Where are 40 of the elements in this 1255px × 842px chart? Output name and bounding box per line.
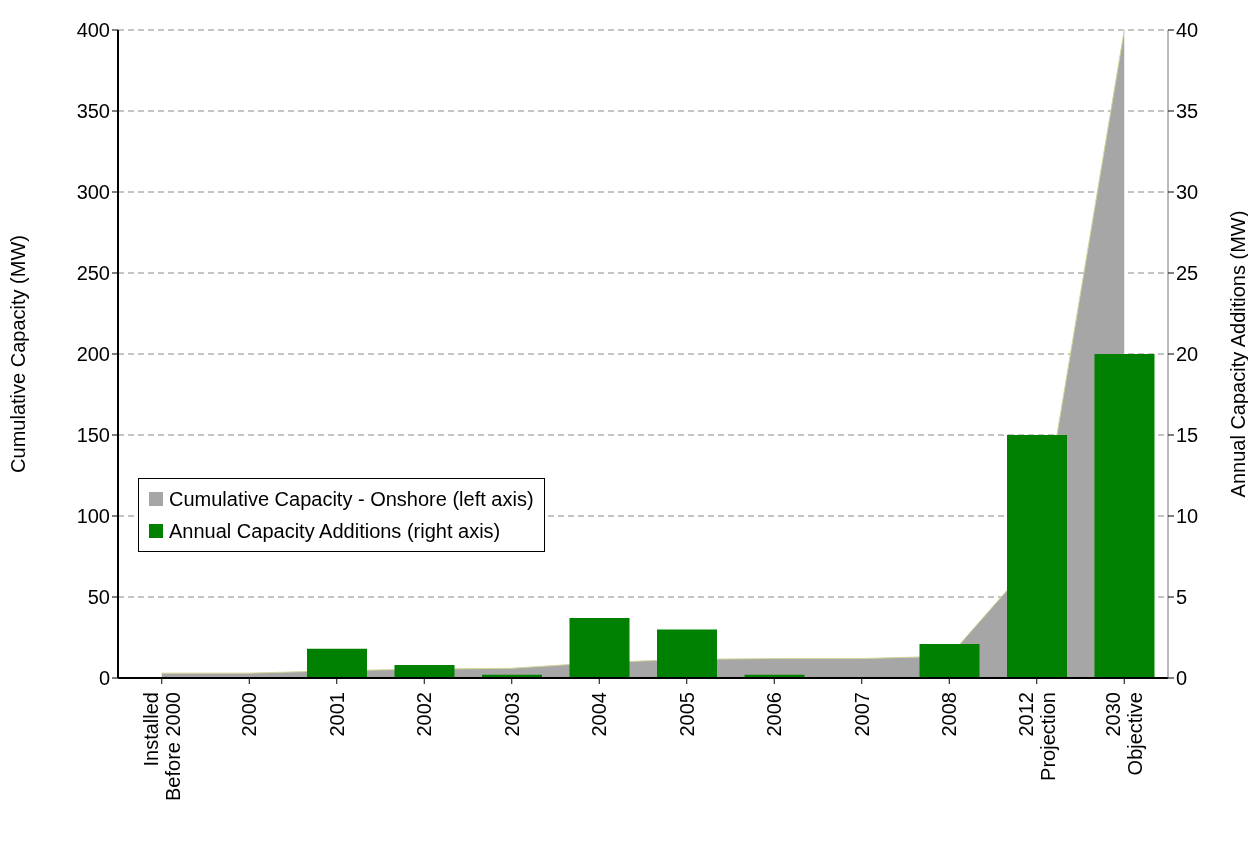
bar <box>1007 435 1067 678</box>
legend-label: Annual Capacity Additions (right axis) <box>169 519 501 543</box>
y-tick-label: 50 <box>87 586 110 609</box>
bar <box>657 629 717 678</box>
x-tick-label: 2012 Projection <box>1014 692 1059 781</box>
x-tick-label: 2001 <box>325 692 348 737</box>
x-tick-label: 2003 <box>500 692 523 737</box>
bar <box>569 618 630 678</box>
x-tick-label: 2008 <box>938 692 961 737</box>
y2-tick-label: 0 <box>1176 667 1188 690</box>
legend-label: Cumulative Capacity - Onshore (left axis) <box>169 487 534 511</box>
x-tick-label: 2000 <box>238 692 261 737</box>
bar <box>919 643 980 678</box>
y-tick-label: 400 <box>76 19 110 42</box>
x-tick-label: 2005 <box>675 692 698 737</box>
y-tick-label: 150 <box>76 424 110 447</box>
y2-tick-label: 35 <box>1176 100 1199 123</box>
bar <box>394 665 455 678</box>
y2-tick-label: 40 <box>1176 19 1199 42</box>
x-tick-label: 2030 Objective <box>1102 692 1147 776</box>
y-tick-label: 100 <box>76 505 110 528</box>
y2-tick-label: 15 <box>1176 424 1199 447</box>
x-tick-label: 2002 <box>413 692 436 737</box>
y2-tick-label: 30 <box>1176 181 1199 204</box>
bar <box>307 648 367 678</box>
y-tick-label: 0 <box>98 667 110 690</box>
y-tick-label: 200 <box>76 343 110 366</box>
y2-tick-label: 25 <box>1176 262 1199 285</box>
x-tick-label: 2007 <box>850 692 873 737</box>
y-axis-title: Cumulative Capacity (MW) <box>7 235 30 473</box>
y-tick-label: 250 <box>76 262 110 285</box>
y-tick-label: 300 <box>76 181 110 204</box>
y2-tick-label: 10 <box>1176 505 1199 528</box>
x-tick-label: 2004 <box>588 692 611 737</box>
y-tick-label: 350 <box>76 100 110 123</box>
x-tick-label: 2006 <box>763 692 786 737</box>
y2-tick-label: 20 <box>1176 343 1199 366</box>
x-tick-label: Installed Before 2000 <box>139 692 184 801</box>
bar <box>1094 354 1155 678</box>
y2-tick-label: 5 <box>1176 586 1188 609</box>
